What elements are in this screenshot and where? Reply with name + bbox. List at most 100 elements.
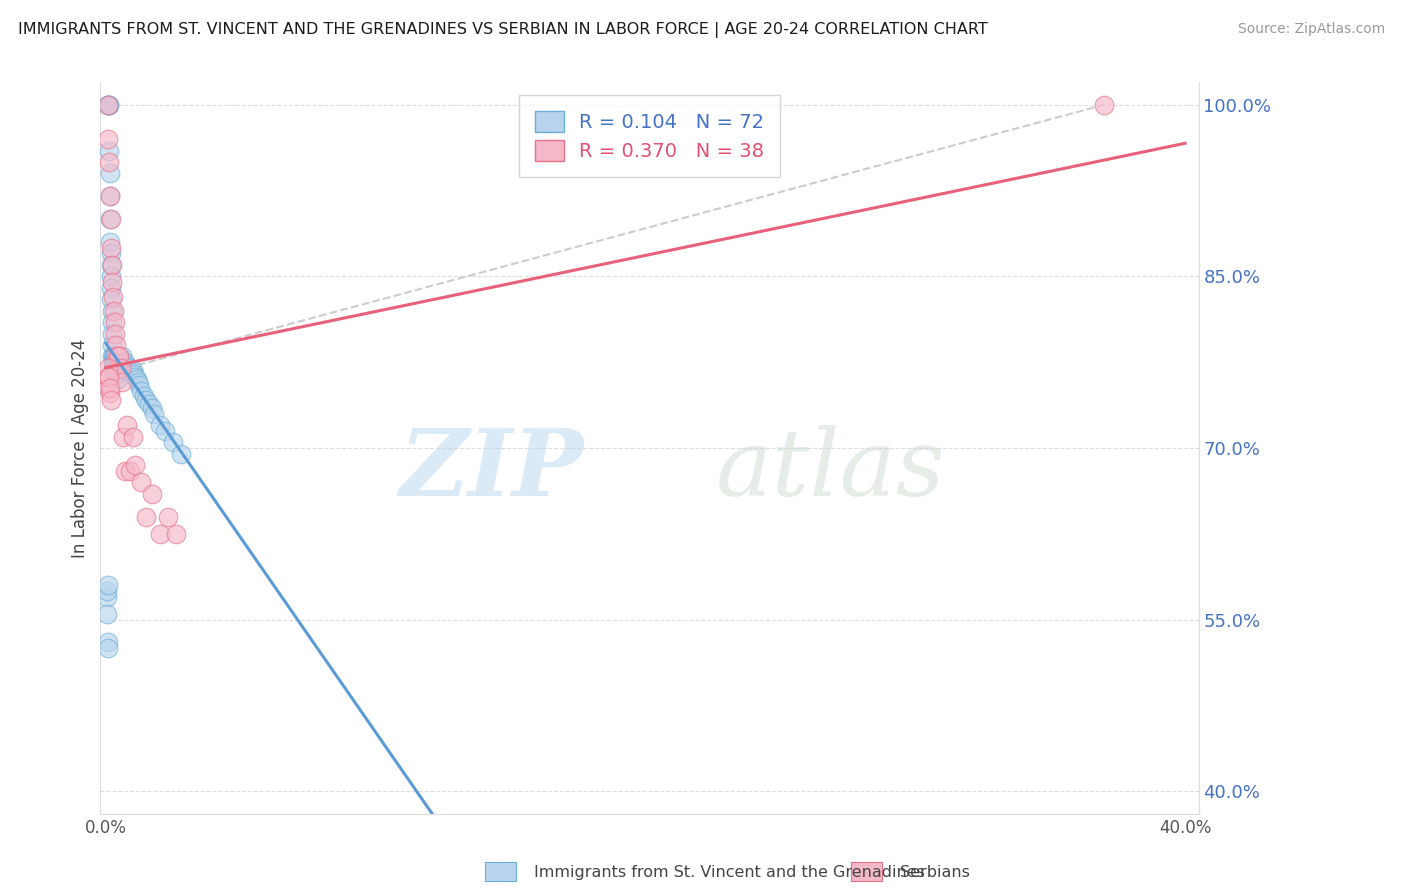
Point: [103, 355, 125, 369]
Point: [112, 429, 135, 443]
Point: [104, 326, 127, 341]
Point: [103, 303, 125, 318]
Point: [97, 641, 120, 656]
Point: [96, 583, 118, 598]
Point: [97, 360, 120, 375]
Text: IMMIGRANTS FROM ST. VINCENT AND THE GRENADINES VS SERBIAN IN LABOR FORCE | AGE 2: IMMIGRANTS FROM ST. VINCENT AND THE GREN…: [18, 22, 988, 38]
Point: [100, 292, 122, 306]
Point: [104, 315, 127, 329]
Point: [100, 281, 122, 295]
Point: [110, 360, 132, 375]
Point: [97, 382, 120, 396]
Point: [98, 97, 121, 112]
Point: [100, 258, 122, 272]
Point: [100, 315, 122, 329]
Point: [165, 526, 187, 541]
Point: [125, 372, 148, 386]
Point: [121, 429, 143, 443]
Point: [111, 360, 134, 375]
Point: [117, 359, 139, 373]
Point: [108, 350, 131, 364]
Point: [162, 435, 184, 450]
Point: [115, 363, 138, 377]
Point: [120, 367, 142, 381]
Point: [107, 372, 129, 386]
Point: [98, 166, 121, 180]
Point: [105, 355, 128, 369]
Point: [100, 303, 122, 318]
Point: [124, 370, 146, 384]
Point: [98, 382, 121, 396]
Point: [107, 355, 129, 369]
Point: [100, 392, 122, 407]
Point: [98, 212, 121, 227]
Point: [98, 144, 121, 158]
Point: [122, 367, 145, 381]
Point: [138, 397, 160, 411]
Point: [114, 464, 136, 478]
Point: [110, 360, 132, 375]
Point: [97, 578, 120, 592]
Point: [129, 384, 152, 398]
Point: [96, 590, 118, 604]
Point: [135, 509, 157, 524]
Point: [100, 212, 122, 227]
Point: [132, 389, 155, 403]
Point: [97, 132, 120, 146]
Point: [98, 155, 121, 169]
Point: [98, 370, 121, 384]
Point: [128, 378, 150, 392]
Point: [101, 275, 124, 289]
Point: [129, 475, 152, 490]
Point: [96, 607, 118, 621]
Point: [114, 355, 136, 369]
Point: [112, 360, 135, 375]
Point: [112, 355, 135, 369]
Point: [105, 360, 128, 375]
Point: [103, 350, 125, 364]
Point: [108, 350, 131, 364]
Point: [107, 360, 129, 375]
Point: [100, 246, 122, 260]
Point: [104, 355, 127, 369]
Point: [108, 355, 131, 369]
Point: [103, 360, 125, 375]
Point: [103, 360, 125, 375]
Point: [135, 392, 157, 407]
Point: [141, 486, 163, 500]
Point: [100, 241, 122, 255]
Point: [156, 509, 179, 524]
Point: [1092, 97, 1115, 112]
Point: [111, 350, 134, 364]
Point: [124, 458, 146, 472]
Point: [101, 326, 124, 341]
Point: [104, 350, 127, 364]
Point: [103, 290, 125, 304]
Point: [97, 370, 120, 384]
Text: Source: ZipAtlas.com: Source: ZipAtlas.com: [1237, 22, 1385, 37]
Point: [98, 189, 121, 203]
Point: [153, 424, 176, 438]
Point: [149, 526, 172, 541]
Point: [101, 350, 124, 364]
Point: [143, 407, 166, 421]
Point: [105, 338, 128, 352]
Point: [127, 375, 149, 389]
Point: [118, 363, 141, 377]
Legend: R = 0.104   N = 72, R = 0.370   N = 38: R = 0.104 N = 72, R = 0.370 N = 38: [519, 95, 780, 177]
Point: [97, 97, 120, 112]
Point: [149, 418, 172, 433]
Point: [97, 97, 120, 112]
Y-axis label: In Labor Force | Age 20-24: In Labor Force | Age 20-24: [72, 338, 89, 558]
Point: [100, 258, 122, 272]
Point: [101, 355, 124, 369]
Point: [101, 350, 124, 364]
Point: [98, 97, 121, 112]
Text: Serbians: Serbians: [900, 865, 970, 880]
Point: [121, 363, 143, 377]
Text: atlas: atlas: [716, 425, 945, 515]
Point: [98, 235, 121, 249]
Point: [100, 269, 122, 284]
Point: [105, 367, 128, 381]
Point: [118, 360, 141, 375]
